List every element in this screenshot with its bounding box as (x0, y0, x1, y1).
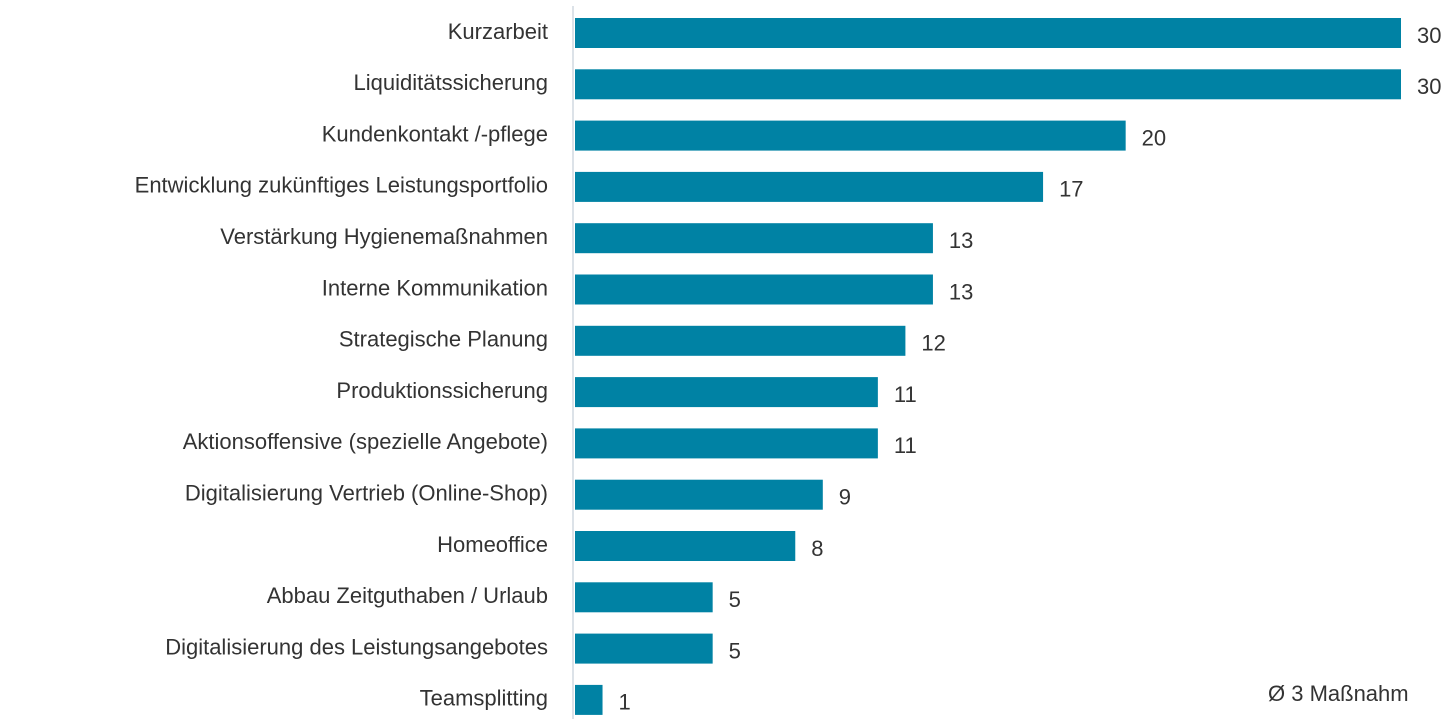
annotation: Ø 3 Maßnahm (1268, 681, 1409, 706)
category-label: Strategische Planung (339, 327, 548, 352)
value-label: 11 (894, 382, 917, 407)
bar (575, 18, 1401, 48)
value-label: 13 (949, 228, 973, 253)
category-label: Teamsplitting (420, 686, 548, 711)
category-label: Homeoffice (437, 532, 548, 557)
bar (575, 531, 796, 561)
value-label: 5 (729, 638, 741, 663)
bar (575, 428, 878, 459)
category-label: Abbau Zeitguthaben / Urlaub (267, 583, 548, 608)
value-label: 9 (839, 485, 851, 510)
value-label: 17 (1059, 177, 1083, 202)
category-label: Liquiditätssicherung (354, 70, 548, 95)
value-label: 12 (921, 331, 945, 356)
category-label: Kurzarbeit (448, 19, 548, 44)
value-label: 30 (1417, 74, 1441, 99)
value-label: 30 (1417, 23, 1441, 48)
bar (575, 377, 878, 408)
category-label: Digitalisierung des Leistungsangebotes (165, 634, 548, 659)
bar (575, 684, 603, 715)
value-label: 1 (619, 690, 631, 715)
category-label: Verstärkung Hygienemaßnahmen (220, 224, 548, 249)
value-label: 11 (894, 433, 917, 458)
bar (575, 69, 1401, 100)
category-label: Produktionssicherung (336, 378, 548, 403)
bar (575, 171, 1044, 202)
bar (575, 633, 713, 664)
category-label: Kundenkontakt /-pflege (322, 121, 548, 146)
value-label: 13 (949, 279, 973, 304)
value-label: 5 (729, 587, 741, 612)
category-label: Aktionsoffensive (spezielle Angebote) (183, 429, 548, 454)
bar (575, 582, 713, 613)
value-label: 20 (1142, 125, 1166, 150)
category-label: Interne Kommunikation (322, 275, 548, 300)
category-label: Entwicklung zukünftiges Leistungsportfol… (135, 173, 548, 198)
bar (575, 223, 933, 254)
value-label: 8 (811, 536, 823, 561)
bar (575, 120, 1126, 151)
category-label: Digitalisierung Vertrieb (Online-Shop) (185, 481, 548, 506)
bar (575, 325, 906, 356)
bar (575, 479, 823, 510)
bar (575, 274, 933, 305)
